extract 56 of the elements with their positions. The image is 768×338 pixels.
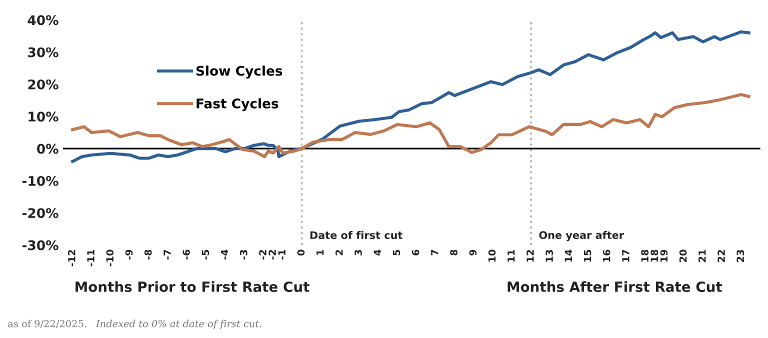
x-tick-label: 8 (450, 250, 458, 256)
x-tick-label: -1 (278, 250, 286, 260)
y-tick-label: 10% (28, 112, 58, 122)
x-tick-label: 2 (335, 250, 343, 256)
x-tick-label: -12 (68, 250, 76, 266)
x-tick-label: 22 (718, 250, 725, 262)
legend-label: Slow Cycles (196, 66, 282, 78)
x-tick-label: 1 (316, 250, 324, 255)
x-tick-label: 18 (641, 250, 649, 262)
y-tick-label: -30% (22, 240, 58, 250)
y-tick-label: 40% (28, 15, 58, 26)
x-tick-label: 20 (679, 250, 687, 262)
x-tick-label: -8 (144, 250, 152, 260)
x-tick-label: -7 (164, 250, 171, 260)
x-tick-label: -10 (106, 250, 114, 266)
x-tick-label: 19 (660, 250, 668, 262)
text: Indexed to 0% at date of first cut. (96, 320, 262, 330)
x-tick-label: 6 (412, 250, 420, 256)
x-tick-label: 14 (564, 250, 572, 262)
x-tick-label: 18 (650, 250, 658, 262)
line-series (71, 30, 750, 163)
x-tick-label: 7 (431, 250, 438, 256)
x-tick-label: 21 (698, 250, 706, 262)
x-tick-label: -11 (87, 250, 94, 266)
legend-label: Fast Cycles (196, 98, 278, 112)
x-tick-label: -3 (240, 250, 248, 260)
x-tick-label: 11 (508, 250, 515, 262)
x-tick-label: -9 (125, 250, 133, 260)
line-series (71, 93, 750, 158)
x-tick-label: 5 (392, 250, 400, 256)
x-tick-label: 0 (297, 250, 305, 256)
x-tick-label: -5 (202, 250, 210, 260)
y-tick-label: 30% (28, 47, 58, 58)
x-tick-label: 4 (374, 250, 381, 256)
x-tick-label: 15 (584, 250, 592, 262)
y-tick-label: -20% (22, 208, 58, 218)
x-tick-label: 12 (526, 250, 534, 262)
y-tick-label: -10% (22, 176, 58, 186)
text: Months Prior to First Rate Cut (76, 281, 310, 292)
x-tick-label: 3 (354, 250, 362, 256)
x-tick-label: 10 (488, 250, 496, 262)
x-tick-label: 23 (736, 250, 744, 262)
x-tick-label: -6 (182, 250, 190, 260)
text: Months After First Rate Cut (508, 281, 722, 292)
x-tick-label: 13 (546, 250, 553, 262)
ref-line-label: One year after (539, 230, 624, 242)
y-tick-label: 0% (37, 144, 58, 154)
x-tick-label: -4 (220, 250, 228, 260)
text: as of 9/22/2025. (8, 320, 86, 328)
y-tick-label: 20% (28, 79, 58, 90)
x-tick-label: -2 (268, 250, 276, 260)
x-tick-label: 17 (622, 250, 630, 262)
x-tick-label: 16 (602, 250, 610, 262)
ref-line-label: Date of first cut (310, 231, 402, 240)
x-tick-label: -2 (259, 250, 266, 260)
x-tick-label: 9 (469, 250, 477, 256)
